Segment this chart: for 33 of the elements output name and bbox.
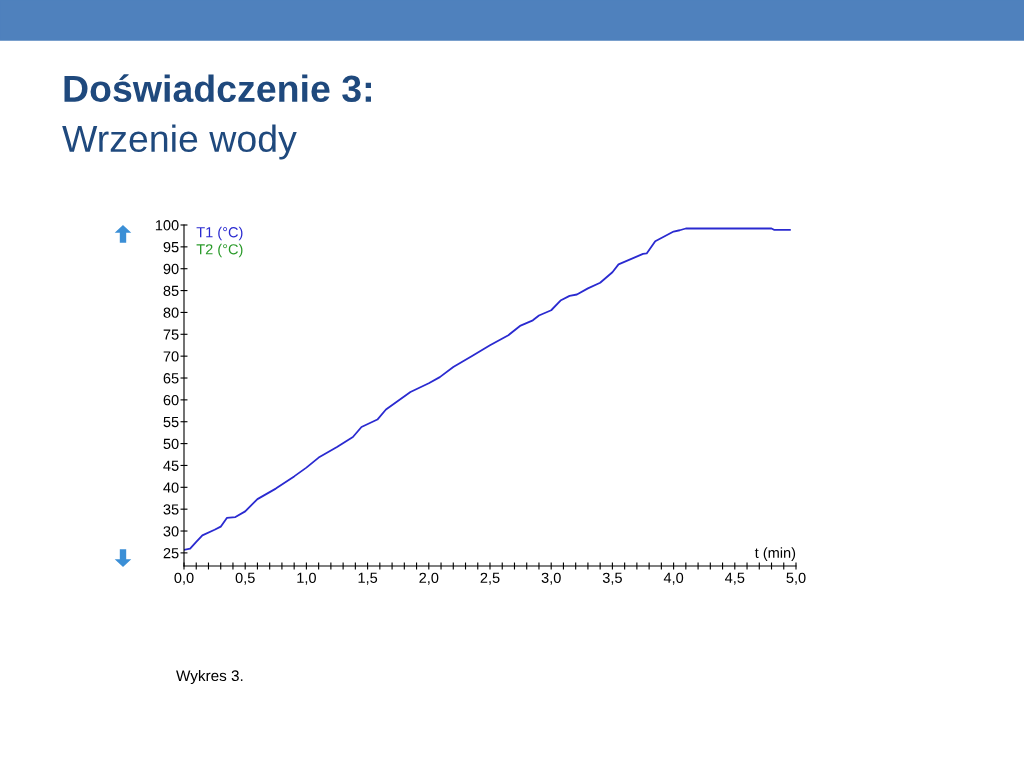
y-tick-label: 90 xyxy=(163,263,179,275)
y-tick-label: 50 xyxy=(163,438,179,450)
x-tick-label: 1,5 xyxy=(358,572,378,585)
y-tick-label: 100 xyxy=(155,220,179,231)
y-tick-label: 45 xyxy=(163,460,179,471)
x-tick-label: 5,0 xyxy=(786,572,806,585)
x-tick-label: 2,5 xyxy=(480,572,500,585)
y-tick-label: 55 xyxy=(163,416,179,428)
legend-label: T2 (°C) xyxy=(196,243,243,258)
x-axis-title: t (min) xyxy=(754,547,796,561)
y-tick-label: 65 xyxy=(163,373,179,384)
x-tick-label: 1,0 xyxy=(297,572,316,585)
y-tick-label: 35 xyxy=(163,504,179,515)
x-tick-label: 4,5 xyxy=(725,572,745,585)
x-tick-label: 0,0 xyxy=(174,572,194,585)
chart-subtitle: Wrzenie wody xyxy=(62,124,297,160)
y-tick-label: 80 xyxy=(163,307,179,318)
x-tick-label: 4,0 xyxy=(663,572,684,585)
x-tick-label: 3,0 xyxy=(541,572,561,585)
x-tick-label: 0,5 xyxy=(235,572,255,585)
y-tick-label: 85 xyxy=(163,285,179,296)
x-tick-label: 3,5 xyxy=(602,572,622,585)
text: Wykres 3. xyxy=(176,669,243,685)
y-tick-label: 40 xyxy=(163,482,179,493)
x-tick-label: 2,0 xyxy=(419,572,439,585)
chart-title: Doświadczenie 3: xyxy=(64,74,371,103)
y-tick-label: 60 xyxy=(163,394,179,406)
text: T1 (°C) xyxy=(196,226,243,241)
y-tick-label: 30 xyxy=(163,526,179,537)
y-tick-label: 70 xyxy=(163,351,179,362)
y-tick-label: 25 xyxy=(163,547,179,559)
y-tick-label: 95 xyxy=(163,241,179,253)
y-tick-label: 75 xyxy=(163,329,179,340)
